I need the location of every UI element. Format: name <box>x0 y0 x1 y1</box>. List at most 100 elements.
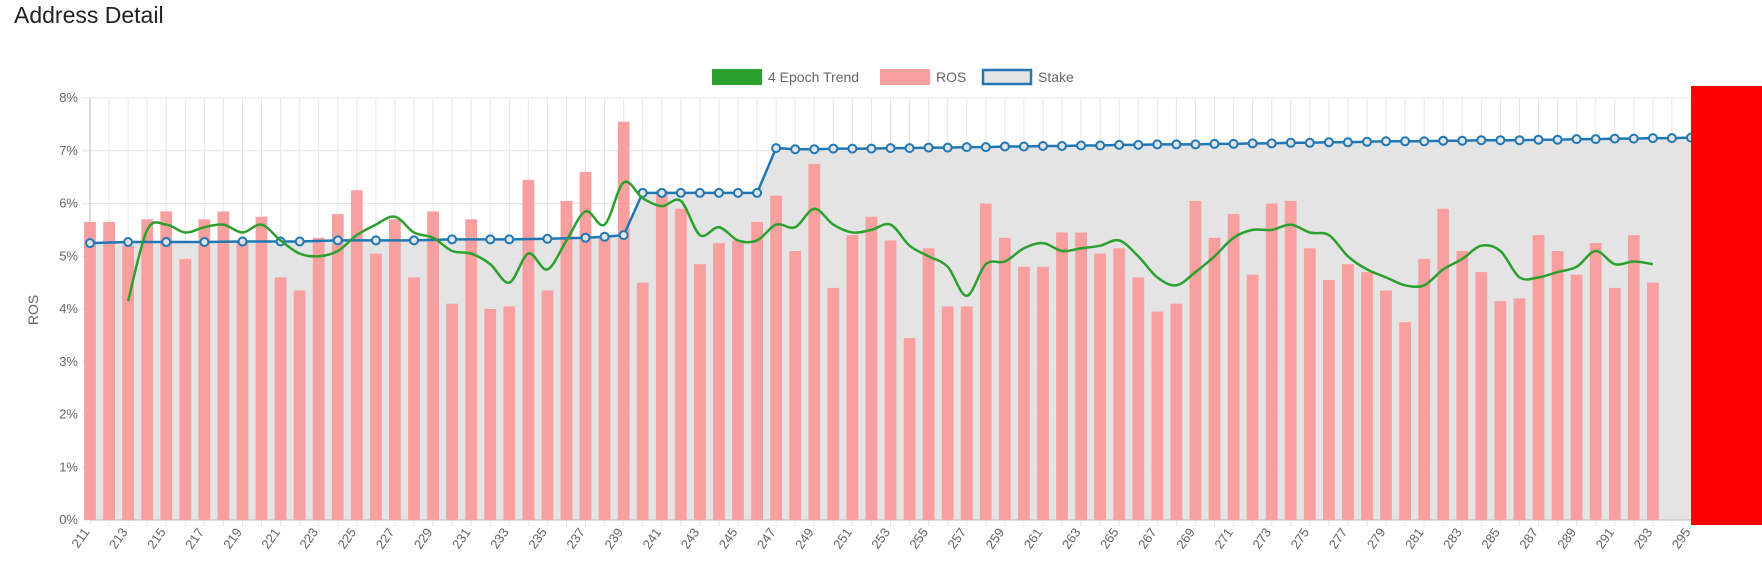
x-tick-label: 257 <box>944 525 969 551</box>
y-tick-label: 6% <box>59 196 78 211</box>
ros-bar <box>1475 272 1488 520</box>
ros-bar <box>694 264 706 520</box>
x-tick-label: 267 <box>1135 525 1160 551</box>
legend-label-trend: 4 Epoch Trend <box>768 69 859 85</box>
stake-point <box>847 143 858 154</box>
ros-bar <box>1418 258 1431 520</box>
ros-bar <box>1018 266 1030 520</box>
stake-point <box>237 236 248 247</box>
y-tick-label: 0% <box>59 512 78 527</box>
ros-bar <box>560 200 573 520</box>
ros-bar <box>408 277 420 520</box>
stake-point <box>504 234 515 245</box>
ros-bar <box>1056 232 1068 520</box>
legend-item-trend[interactable]: 4 Epoch Trend <box>712 69 859 85</box>
x-tick-label: 245 <box>716 525 741 551</box>
ros-bar <box>274 277 287 520</box>
x-tick-label: 235 <box>525 525 550 551</box>
ros-bar <box>903 338 916 520</box>
stake-point <box>904 143 915 154</box>
ros-bar <box>160 211 173 520</box>
x-tick-label: 249 <box>792 525 817 551</box>
x-tick-label: 217 <box>182 525 207 551</box>
ros-bar <box>674 208 687 521</box>
x-tick-label: 213 <box>106 525 131 551</box>
ros-bar <box>960 306 973 520</box>
stake-point <box>733 187 743 198</box>
stake-point <box>980 142 991 153</box>
stake-point <box>1190 139 1201 150</box>
ros-bar <box>236 243 249 520</box>
x-tick-label: 277 <box>1326 525 1351 551</box>
ros-bar <box>522 179 535 521</box>
stake-point <box>1057 141 1067 151</box>
ros-bar <box>1208 237 1221 521</box>
x-tick-label: 223 <box>296 525 321 551</box>
ros-bar <box>84 222 96 520</box>
stake-point <box>1609 133 1620 144</box>
x-tick-label: 287 <box>1516 525 1541 551</box>
stake-point <box>85 238 95 249</box>
x-tick-label: 247 <box>754 525 779 551</box>
y-tick-label: 7% <box>59 143 78 158</box>
x-tick-label: 265 <box>1097 525 1122 551</box>
ros-bar <box>884 240 897 520</box>
ros-bar <box>1589 243 1602 520</box>
stake-point <box>1590 134 1601 145</box>
stake-point <box>1476 135 1487 146</box>
stake-point <box>1457 135 1468 146</box>
stake-point <box>409 235 419 246</box>
ros-bar <box>1075 232 1087 520</box>
ros-bar <box>1132 277 1145 520</box>
ros-bar <box>1647 282 1659 520</box>
stake-point <box>1171 139 1182 150</box>
trend-line <box>126 180 1654 302</box>
ros-bar <box>713 243 725 520</box>
x-tick-label: 271 <box>1211 525 1236 551</box>
stake-point <box>694 187 705 198</box>
legend-swatch-ros <box>880 69 930 85</box>
x-tick-label: 263 <box>1059 525 1084 551</box>
stake-point <box>1247 138 1258 149</box>
ros-bar <box>350 190 363 521</box>
stake-point <box>1133 139 1144 150</box>
stake-point <box>1381 136 1391 147</box>
legend-item-stake[interactable]: Stake <box>981 68 1074 86</box>
ros-bar <box>636 282 649 520</box>
ros-bar <box>389 219 401 521</box>
ros-bar <box>1437 208 1450 521</box>
stake-point <box>618 230 629 241</box>
legend-item-ros[interactable]: ROS <box>880 69 966 85</box>
ros-bar <box>1399 322 1411 520</box>
x-tick-label: 255 <box>906 525 931 551</box>
ros-bar <box>979 203 992 520</box>
ros-bar <box>179 258 192 520</box>
x-tick-label: 225 <box>335 525 360 551</box>
ros-bar <box>751 222 763 520</box>
stake-point <box>961 142 972 153</box>
ros-bar <box>1380 290 1392 520</box>
stake-point <box>923 142 934 153</box>
ros-bar <box>1227 214 1240 520</box>
ros-bar <box>446 303 458 520</box>
stake-point <box>1038 141 1048 151</box>
stake-point <box>1266 138 1277 149</box>
ros-bar <box>141 219 154 521</box>
ros-bar <box>922 248 935 521</box>
ros-bar <box>370 253 382 520</box>
x-tick-label: 243 <box>678 525 703 551</box>
stake-point <box>294 236 305 247</box>
stake-point <box>1076 140 1087 151</box>
ros-bar <box>655 190 668 521</box>
stake-point <box>1304 137 1315 148</box>
stake-point <box>542 233 553 244</box>
ros-bar <box>827 287 840 520</box>
ros-bar <box>255 216 268 520</box>
ros-bar <box>1361 272 1373 520</box>
stake-point <box>1152 139 1163 150</box>
stake-point <box>999 141 1010 152</box>
legend-swatch-stake <box>981 68 1033 86</box>
x-tick-label: 253 <box>868 525 893 551</box>
x-tick-label: 259 <box>983 525 1008 551</box>
stake-point <box>199 237 210 247</box>
